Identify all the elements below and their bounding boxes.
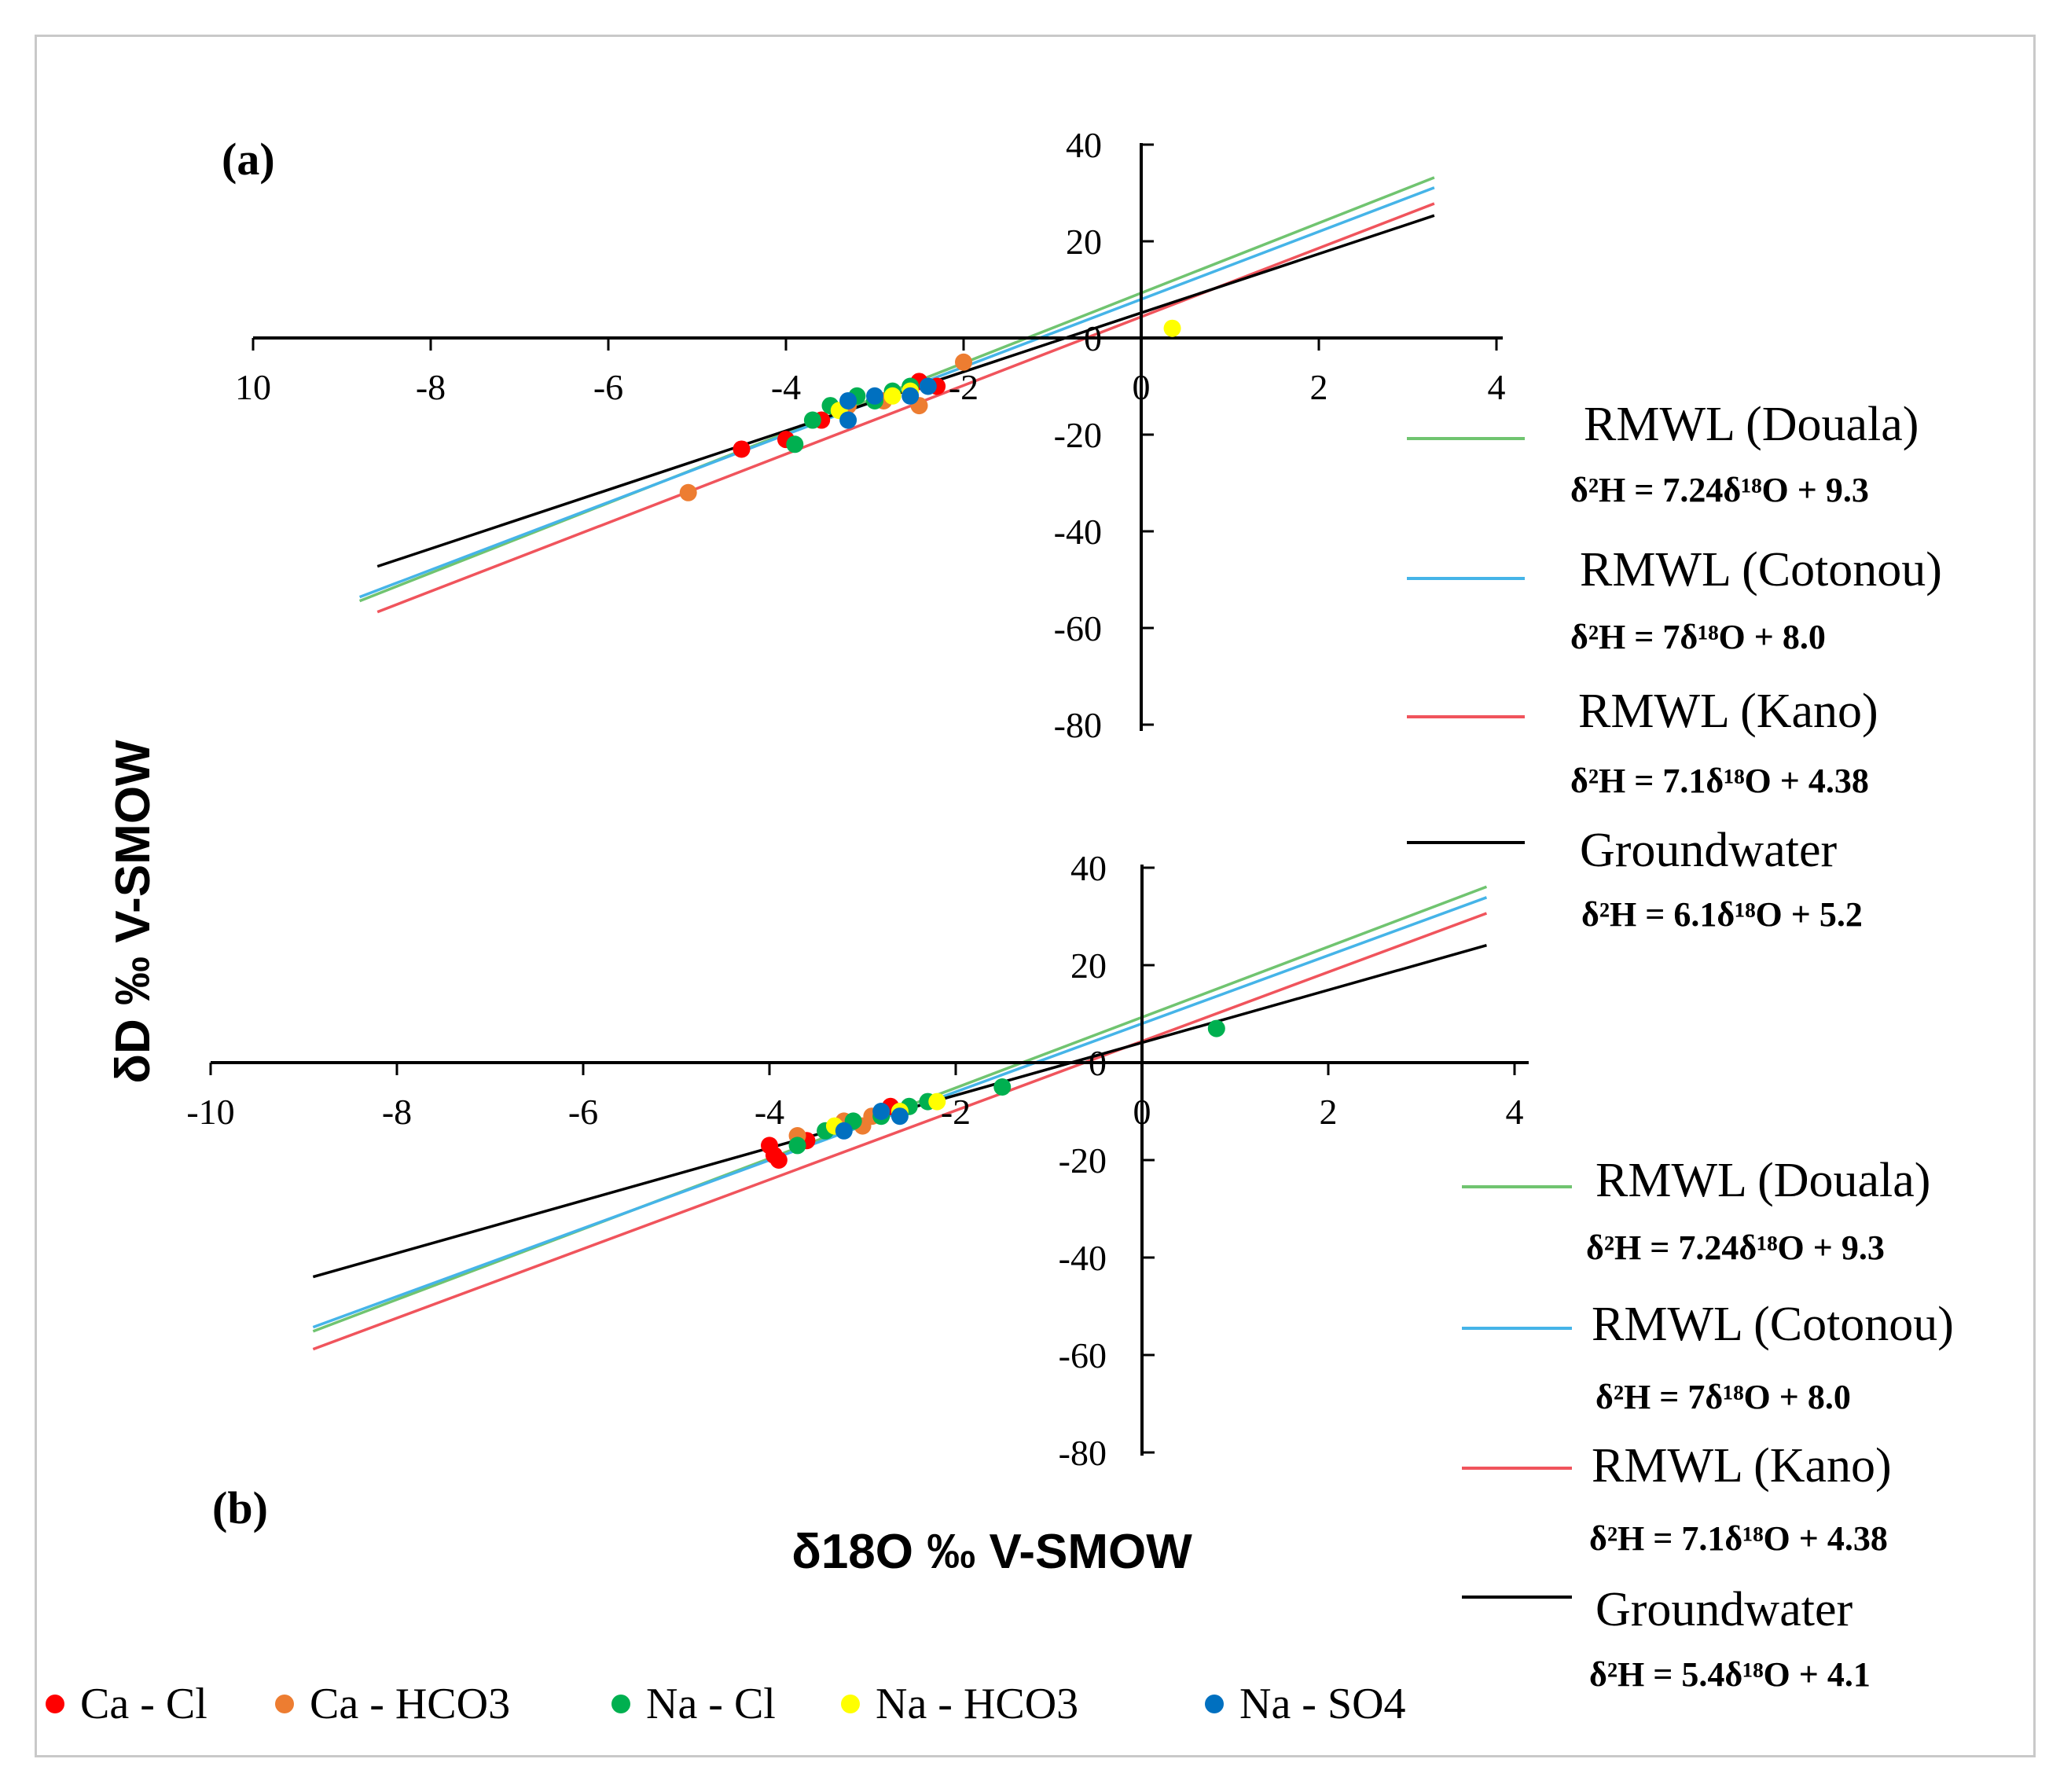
- panel-b-point-na-cl: [788, 1137, 806, 1155]
- panel-b-legend-equation-rmwl-kano: δ²H = 7.1δ¹⁸O + 4.38: [1589, 1519, 1888, 1558]
- category-legend: Ca - Cl Ca - HCO3 Na - Cl Na - HCO3 Na - SO4: [46, 1680, 1406, 1728]
- panel-a-y-tick-label: -40: [1054, 512, 1102, 552]
- panel-a-legend-equation-groundwater: δ²H = 6.1δ¹⁸O + 5.2: [1581, 895, 1863, 934]
- panel-a-x-tick-label: -8: [416, 367, 446, 407]
- panel-b-legend-name-rmwl-douala: RMWL (Douala): [1595, 1154, 1930, 1207]
- panel-b-y-tick-label: 0: [1089, 1043, 1107, 1083]
- panel-a-line-rmwl-kano: [376, 202, 1435, 614]
- panel-a-x-tick-label: -2: [949, 367, 979, 407]
- panel-b-x-tick-label: -6: [568, 1092, 598, 1132]
- panel-b-legend-equation-rmwl-douala: δ²H = 7.24δ¹⁸O + 9.3: [1586, 1228, 1885, 1267]
- panel-b-x-tick-label: -2: [941, 1092, 971, 1132]
- panel-b-legend: RMWL (Douala) δ²H = 7.24δ¹⁸O + 9.3 RMWL (C…: [1462, 1154, 1954, 1694]
- panel-a-point-na-so4: [901, 387, 920, 405]
- panel-b-point-na-so4: [890, 1107, 909, 1126]
- panel-a-point-na-cl: [786, 435, 804, 454]
- panel-b-y-tick-label: 20: [1070, 946, 1107, 986]
- panel-a-point-na-so4: [919, 377, 937, 395]
- panel-a-point-na-so4: [866, 387, 883, 405]
- panel-a-point-ca-cl: [733, 440, 751, 458]
- panel-b-legend-name-rmwl-kano: RMWL (Kano): [1592, 1439, 1892, 1493]
- panel-b-y-tick-label: -60: [1059, 1335, 1107, 1375]
- panel-a-y-tick-label: -60: [1054, 608, 1102, 648]
- panel-b-y-tick-label: -80: [1059, 1433, 1107, 1473]
- category-legend-label-na-so4: Na - SO4: [1239, 1680, 1406, 1728]
- panel-a-legend-equation-rmwl-kano: δ²H = 7.1δ¹⁸O + 4.38: [1570, 762, 1869, 800]
- panel-a-point-ca-hco3: [679, 483, 697, 501]
- panel-a-legend-equation-rmwl-douala: δ²H = 7.24δ¹⁸O + 9.3: [1570, 471, 1869, 509]
- panel-b-y-tick-label: 40: [1070, 848, 1107, 888]
- panel-a-y-tick-label: -80: [1054, 705, 1102, 745]
- panel-b-point-na-cl: [993, 1078, 1012, 1096]
- panel-a-point-na-hco3: [1163, 319, 1181, 337]
- panel-a-point-ca-hco3: [955, 353, 972, 371]
- category-legend-label-na-cl: Na - Cl: [646, 1680, 776, 1728]
- panel-b-legend-equation-groundwater: δ²H = 5.4δ¹⁸O + 4.1: [1589, 1655, 1871, 1694]
- panel-b-x-tick-label: -10: [186, 1092, 234, 1132]
- category-legend-label-na-hco3: Na - HCO3: [876, 1680, 1078, 1728]
- panel-b-legend-name-groundwater: Groundwater: [1595, 1583, 1853, 1636]
- panel-b-point-na-hco3: [928, 1092, 946, 1111]
- panel-b-point-na-so4: [872, 1103, 890, 1120]
- panel-b-point-na-so4: [835, 1122, 853, 1140]
- y-axis-title: δD ‰ V-SMOW: [106, 740, 160, 1084]
- panel-a-legend-name-rmwl-kano: RMWL (Kano): [1578, 685, 1878, 738]
- category-legend-label-ca-cl: Ca - Cl: [80, 1680, 207, 1728]
- panel-a-legend-equation-rmwl-cotonou: δ²H = 7δ¹⁸O + 8.0: [1570, 618, 1826, 656]
- category-legend-marker-na-hco3: [841, 1695, 860, 1713]
- panel-a-legend-name-rmwl-douala: RMWL (Douala): [1584, 398, 1919, 451]
- panel-b-x-tick-label: -4: [755, 1092, 784, 1132]
- category-legend-label-ca-hco3: Ca - HCO3: [310, 1680, 510, 1728]
- panel-b-point-ca-cl: [769, 1151, 788, 1169]
- panel-b-x-tick-label: -8: [382, 1092, 412, 1132]
- panel-a-point-na-so4: [839, 411, 857, 429]
- panel-b-label: (b): [212, 1482, 268, 1533]
- panel-b-y-tick-label: -40: [1059, 1238, 1107, 1278]
- panel-a-x-tick-label: -6: [593, 367, 623, 407]
- panel-b-points: [761, 1019, 1225, 1169]
- category-legend-marker-na-cl: [611, 1695, 630, 1713]
- panel-a-legend: RMWL (Douala) δ²H = 7.24δ¹⁸O + 9.3 RMWL (C…: [1407, 398, 1942, 934]
- panel-a-x-tick-label: -4: [771, 367, 801, 407]
- panel-b-legend-equation-rmwl-cotonou: δ²H = 7δ¹⁸O + 8.0: [1595, 1378, 1851, 1416]
- category-legend-marker-na-so4: [1205, 1695, 1224, 1713]
- panel-a-y-tick-label: 20: [1066, 222, 1102, 262]
- category-legend-marker-ca-cl: [46, 1695, 64, 1713]
- panel-a-x-tick-label: 10: [235, 367, 271, 407]
- panel-a-label: (a): [222, 134, 275, 185]
- panel-a-y-tick-label: -20: [1054, 415, 1102, 455]
- panel-b-x-tick-label: 2: [1320, 1092, 1338, 1132]
- panel-b-x-tick-label: 0: [1133, 1092, 1151, 1132]
- panel-b-legend-name-rmwl-cotonou: RMWL (Cotonou): [1592, 1298, 1954, 1351]
- panel-a-x-tick-label: 2: [1310, 367, 1328, 407]
- panel-a-y-tick-label: 40: [1066, 125, 1102, 165]
- panel-a-point-na-cl: [803, 411, 821, 429]
- panel-a-legend-name-groundwater: Groundwater: [1580, 824, 1837, 877]
- panel-a-point-na-hco3: [883, 387, 901, 405]
- panel-a-legend-name-rmwl-cotonou: RMWL (Cotonou): [1580, 543, 1942, 597]
- figure-frame: [35, 35, 2036, 1757]
- x-axis-title: δ18O ‰ V-SMOW: [791, 1525, 1192, 1579]
- panel-b-line-rmwl-kano: [312, 912, 1488, 1351]
- category-legend-marker-ca-hco3: [275, 1695, 294, 1713]
- panel-a-x-tick-label: 0: [1133, 367, 1151, 407]
- panel-b-x-tick-label: 4: [1506, 1092, 1524, 1132]
- panel-a-y-tick-label: 0: [1084, 318, 1102, 358]
- panel-a-x-tick-label: 4: [1488, 367, 1506, 407]
- panel-a-points: [679, 319, 1181, 501]
- panel-b-point-na-cl: [1207, 1019, 1225, 1037]
- panel-b-y-tick-label: -20: [1059, 1140, 1107, 1181]
- panel-a-point-na-so4: [839, 391, 857, 409]
